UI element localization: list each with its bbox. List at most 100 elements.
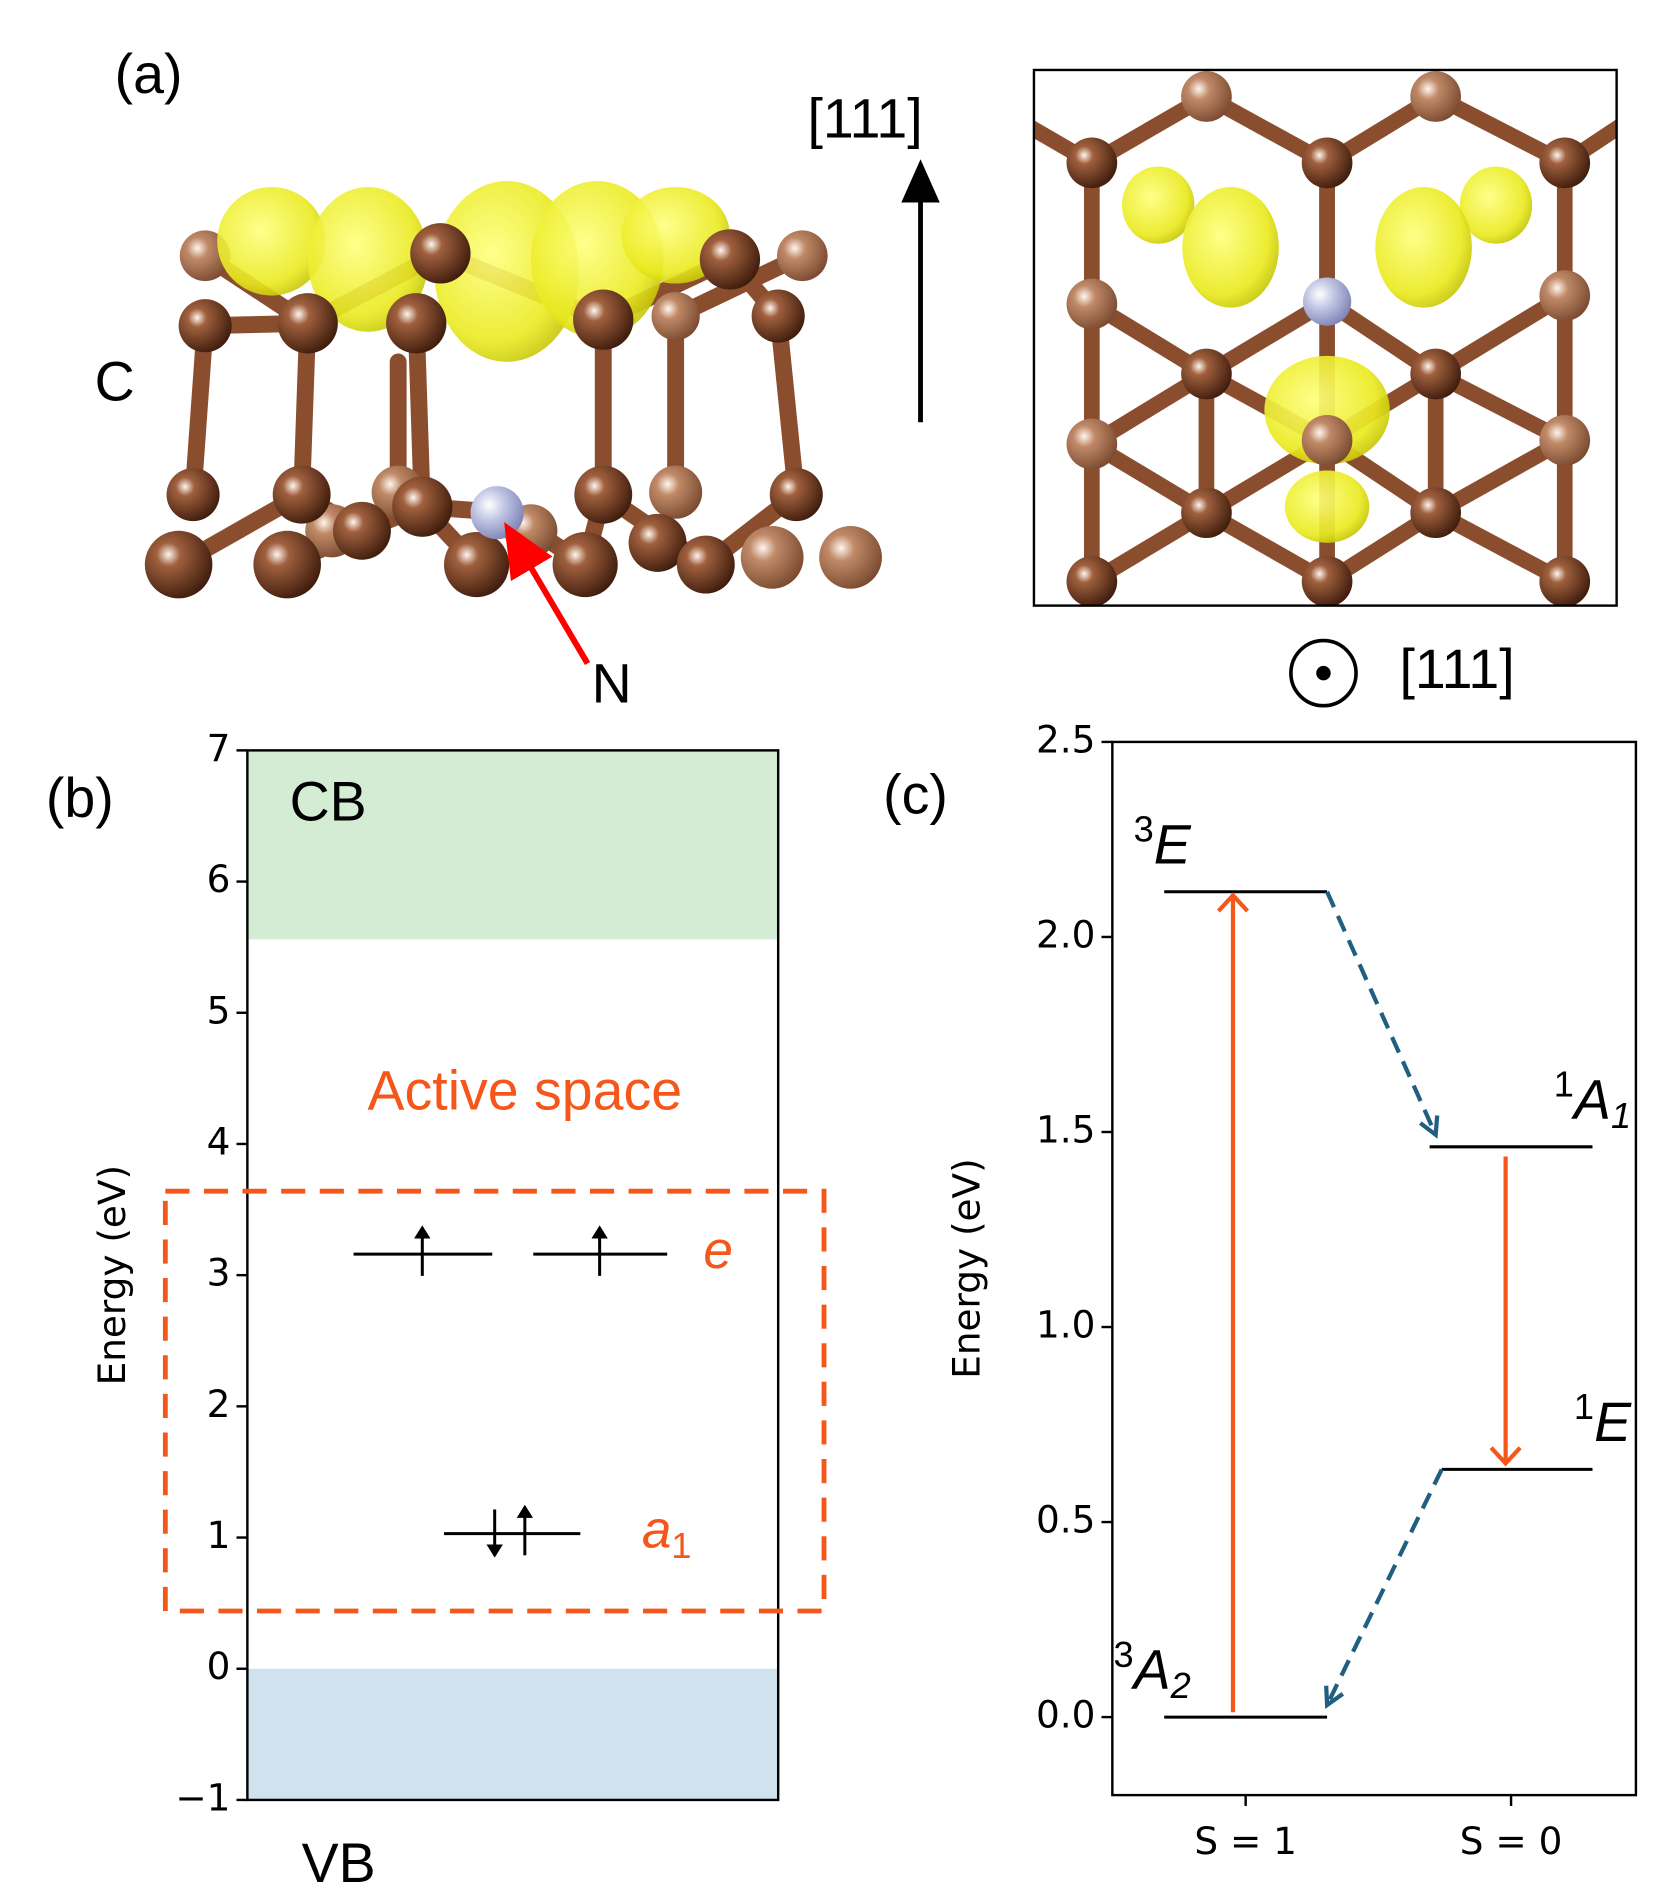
spin-arrow-head <box>486 1544 503 1558</box>
pointer-arrow <box>504 522 591 666</box>
multiplicity: 3 <box>1113 1633 1133 1674</box>
bond <box>407 314 431 516</box>
atom <box>1181 71 1232 122</box>
atom <box>333 501 391 560</box>
side-view <box>144 180 882 599</box>
y-tick-label: 0 <box>207 1644 231 1688</box>
y-tick-label: 4 <box>207 1119 231 1163</box>
orbital-label: e <box>703 1221 733 1280</box>
y-axis-label: Energy (eV) <box>90 1165 134 1385</box>
atom <box>1410 487 1461 539</box>
atom <box>166 468 220 522</box>
multiplicity: 1 <box>1574 1386 1594 1427</box>
atom-label: C <box>95 351 135 413</box>
y-tick-label: 0.5 <box>1036 1498 1095 1542</box>
y-tick-label: 1.5 <box>1036 1107 1095 1151</box>
y-tick-label: 0.0 <box>1036 1693 1095 1737</box>
atom <box>676 535 735 594</box>
y-axis-label: Energy (eV) <box>944 1158 988 1378</box>
orbital-lobe <box>217 186 326 296</box>
atom <box>386 293 447 354</box>
y-tick-label: 2 <box>207 1382 231 1426</box>
orbital-symbol: e <box>703 1221 733 1280</box>
y-tick-label: 1.0 <box>1036 1303 1095 1347</box>
atom <box>277 293 338 354</box>
atom <box>1301 556 1353 606</box>
out-of-plane-symbol <box>1289 638 1358 708</box>
state-subscript: 2 <box>1170 1665 1191 1706</box>
state-symbol: E <box>1594 1391 1632 1453</box>
arrow-head <box>1489 1446 1522 1467</box>
orbital-lobe <box>1459 166 1533 244</box>
state-label: 3A2 <box>1113 1633 1190 1705</box>
atom <box>740 525 804 589</box>
atom <box>952 71 1003 122</box>
arrow-head <box>1324 1685 1345 1709</box>
atom <box>392 476 453 537</box>
atom <box>1410 348 1461 400</box>
orbital-lobe <box>307 186 429 332</box>
band-label: CB <box>290 771 367 833</box>
atom <box>819 525 882 589</box>
orbital-lobe <box>1375 186 1472 308</box>
state-subscript: 1 <box>1611 1094 1631 1135</box>
atom <box>1066 418 1118 470</box>
atom <box>1640 71 1677 122</box>
active-space-label: Active space <box>368 1059 683 1121</box>
state-symbol: E <box>1154 813 1192 875</box>
state-symbol: A <box>1571 1068 1611 1130</box>
intersystem-crossing-arrow <box>1325 1468 1444 1706</box>
atom <box>1066 556 1118 606</box>
band <box>247 1668 779 1800</box>
spin-arrow-head <box>516 1504 534 1518</box>
panel-label: (b) <box>46 767 114 829</box>
atom <box>769 468 823 522</box>
arrow-head <box>1419 1115 1440 1139</box>
atom <box>1066 137 1118 189</box>
atom <box>651 291 700 341</box>
atom <box>1301 414 1353 466</box>
y-tick-label: 5 <box>207 988 231 1032</box>
axis-label: [111] <box>1399 638 1514 700</box>
x-tick-label: S = 0 <box>1460 1819 1563 1863</box>
y-tick-label: 7 <box>207 726 231 770</box>
atom <box>649 465 703 519</box>
atom <box>573 289 634 350</box>
panel-label: (a) <box>115 43 183 105</box>
atom <box>699 229 761 290</box>
y-tick-label: 2.0 <box>1036 912 1095 956</box>
orbital-symbol: a <box>642 1501 672 1560</box>
atom <box>1539 137 1591 189</box>
atom <box>1410 71 1461 122</box>
atom <box>410 223 471 284</box>
multiplicity: 1 <box>1554 1063 1574 1104</box>
out-of-plane-dot <box>1316 665 1331 681</box>
panel-label: (c) <box>883 763 948 825</box>
active-space-box <box>162 1188 827 1614</box>
atom <box>1181 487 1232 539</box>
axes-frame <box>246 749 780 1802</box>
atom <box>751 289 805 343</box>
y-tick-label: 6 <box>207 857 231 901</box>
y-tick-label: 2.5 <box>1036 717 1095 761</box>
atom <box>574 465 633 524</box>
atom <box>1066 278 1118 330</box>
top-view-frame <box>1032 68 1618 607</box>
spin-arrow-head <box>414 1225 431 1239</box>
axes-frame <box>1111 740 1638 1797</box>
spin-arrow-head <box>591 1225 608 1239</box>
multiplicity: 3 <box>1134 808 1154 849</box>
atom <box>1181 348 1232 400</box>
atom <box>628 513 687 572</box>
bond <box>769 307 805 504</box>
atom <box>144 530 213 599</box>
y-tick-label: 1 <box>207 1513 231 1557</box>
state-label: 1A1 <box>1554 1063 1631 1135</box>
orbital-lobe <box>1264 355 1390 465</box>
orbital-lobe <box>1182 186 1279 308</box>
bond <box>184 317 214 504</box>
atom <box>178 299 232 353</box>
atom <box>776 230 828 282</box>
